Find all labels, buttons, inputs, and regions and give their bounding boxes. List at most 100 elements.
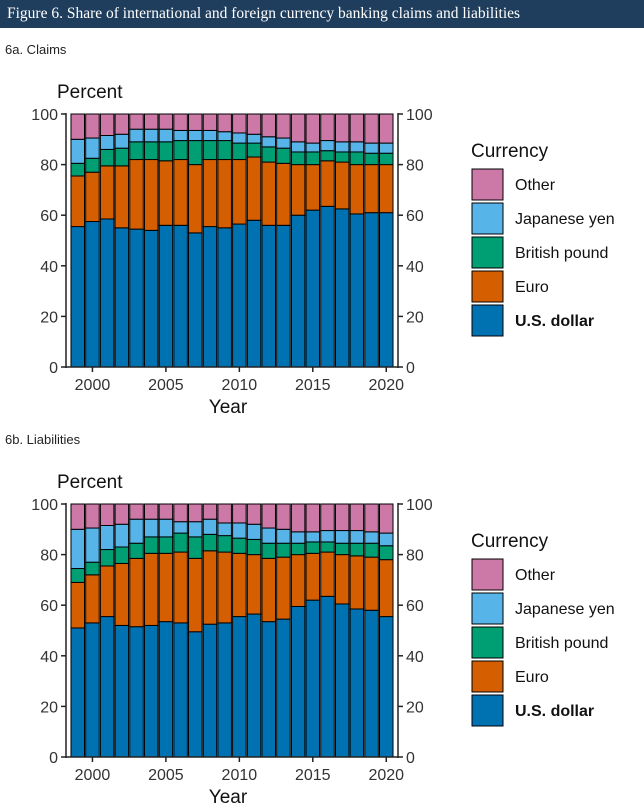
liabilities-bar-2020-other [378,503,394,534]
claims-bar-2011-other [246,113,262,135]
claims-xtick-label: 2015 [295,377,331,394]
claims-bar-2016-euro [320,160,335,207]
liabilities-ytick-left-label: 40 [40,649,58,666]
claims-bar-2016-british-pound [320,150,335,162]
panel-a-subtitle: 6a. Claims [5,42,67,57]
claims-ytick-right-label: 20 [406,309,424,326]
liabilities-legend-swatch [471,592,504,625]
claims-ytick-right-label: 60 [406,208,424,225]
liabilities-ytick-left-label: 80 [40,548,58,565]
claims-ytick-right-label: 40 [406,259,424,276]
liabilities-bar-2004-other [143,503,159,520]
liabilities-bar-2011-u-s-dollar [246,613,262,758]
liabilities-bar-2008-other [202,503,218,520]
claims-bar-2013-british-pound [276,147,291,164]
liabilities-bar-2014-british-pound [290,542,306,556]
claims-x-axis-label: Year [209,397,248,418]
liabilities-ytick-left-label: 60 [40,598,58,615]
liabilities-bar-2014-u-s-dollar [290,605,306,758]
liabilities-bar-1999-british-pound [70,568,86,583]
liabilities-ytick-right-label: 40 [406,649,424,666]
liabilities-bar-2018-euro [349,555,365,610]
liabilities-bar-2012-euro [261,557,276,623]
liabilities-bar-2013-japanese-yen [276,528,291,544]
liabilities-bar-2018-british-pound [349,542,365,557]
claims-bar-2019-u-s-dollar [364,212,379,368]
liabilities-bar-2009-japanese-yen [217,522,232,537]
claims-bar-2012-japanese-yen [261,136,276,148]
liabilities-xtick-label: 2005 [148,767,184,784]
claims-xtick-label: 2020 [368,377,404,394]
liabilities-ytick-right-label: 100 [406,497,433,514]
liabilities-ytick-left-label: 20 [40,699,58,716]
liabilities-bar-2000-euro [85,574,100,624]
claims-bar-2003-u-s-dollar [129,228,144,368]
liabilities-ytick-right-label: 0 [406,750,415,767]
liabilities-bar-2019-euro [364,556,379,611]
claims-bar-2002-japanese-yen [114,133,130,149]
liabilities-bar-2001-japanese-yen [99,525,115,551]
liabilities-bar-2001-british-pound [99,549,115,567]
claims-bar-2011-u-s-dollar [246,219,262,368]
liabilities-bar-2005-other [158,503,174,520]
claims-bar-2020-british-pound [378,152,394,166]
claims-ytick-right-label: 80 [406,158,424,175]
claims-bar-2007-other [188,113,203,131]
liabilities-bar-2009-other [217,503,232,524]
liabilities-bar-2020-u-s-dollar [378,616,394,758]
liabilities-bar-2003-british-pound [129,542,144,559]
claims-bar-2017-japanese-yen [334,141,350,153]
liabilities-bar-2020-british-pound [378,545,394,561]
liabilities-bar-2010-euro [232,552,247,618]
claims-ytick-left-label: 60 [40,208,58,225]
claims-bar-1999-u-s-dollar [70,226,86,368]
liabilities-bar-2016-u-s-dollar [320,595,335,758]
claims-bar-2014-u-s-dollar [290,214,306,368]
claims-bar-2010-japanese-yen [232,132,247,144]
claims-bar-2020-euro [378,164,394,214]
claims-bar-2007-japanese-yen [188,129,203,142]
liabilities-xtick-label: 2015 [295,767,331,784]
claims-bar-2017-other [334,113,350,143]
claims-bar-2002-u-s-dollar [114,227,130,368]
liabilities-bar-2012-british-pound [261,542,276,559]
liabilities-bar-2010-other [232,503,247,524]
liabilities-bar-2001-euro [99,565,115,618]
liabilities-bar-2003-other [129,503,144,520]
liabilities-bar-2014-japanese-yen [290,531,306,544]
claims-bar-2007-british-pound [188,140,203,166]
claims-bar-2012-british-pound [261,146,276,163]
liabilities-bar-2012-other [261,503,276,529]
claims-ytick-left-label: 80 [40,158,58,175]
liabilities-bar-2003-u-s-dollar [129,626,144,758]
liabilities-bar-2007-other [188,503,203,523]
claims-bar-2013-other [276,113,291,139]
liabilities-bar-2000-other [85,503,100,529]
claims-bar-2004-u-s-dollar [143,229,159,368]
claims-legend-label: Other [515,177,556,194]
claims-bar-2011-british-pound [246,142,262,158]
claims-bar-2010-other [232,113,247,134]
liabilities-bar-1999-japanese-yen [70,528,86,570]
claims-bar-2011-euro [246,156,262,221]
claims-bar-2008-japanese-yen [202,129,218,142]
claims-bar-2000-u-s-dollar [85,221,100,368]
claims-bar-2015-british-pound [305,151,321,166]
claims-bar-2002-other [114,113,130,135]
liabilities-legend-label: Other [515,567,556,584]
claims-legend-label: Japanese yen [515,211,615,228]
claims-bar-2017-u-s-dollar [334,208,350,368]
claims-bar-2008-british-pound [202,140,218,161]
liabilities-bar-2015-japanese-yen [305,531,321,543]
liabilities-xtick-label: 2010 [222,767,258,784]
claims-bar-2009-euro [217,159,232,229]
liabilities-bar-2012-u-s-dollar [261,621,276,758]
liabilities-bar-2016-japanese-yen [320,530,335,543]
claims-bar-2014-japanese-yen [290,141,306,153]
liabilities-bar-2006-japanese-yen [173,521,188,534]
liabilities-legend-swatch [471,558,504,591]
liabilities-bar-2016-british-pound [320,541,335,553]
claims-bar-2001-japanese-yen [99,135,115,150]
claims-bar-2019-euro [364,164,379,214]
